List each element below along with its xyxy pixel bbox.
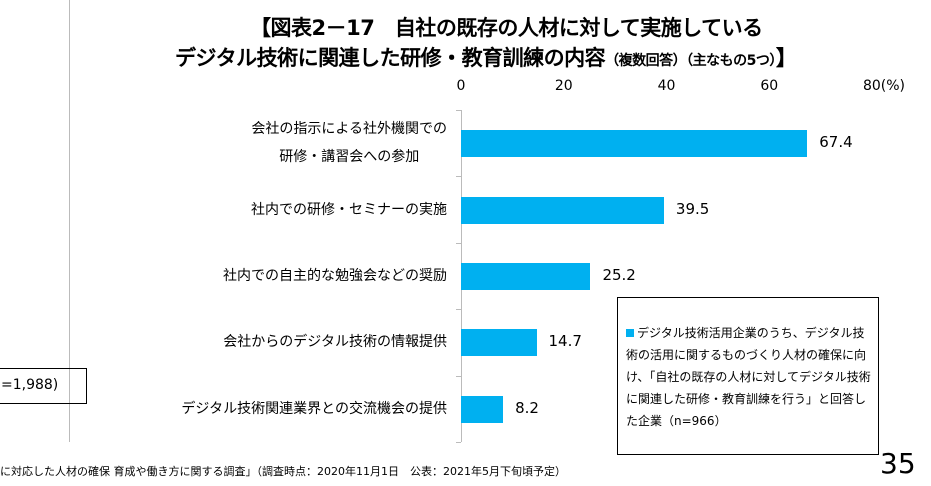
bar xyxy=(461,329,537,357)
legend-text: デジタル技術活用企業のうち、デジタル技術の活用に関するものづくり人材の確保に向け… xyxy=(626,326,871,428)
tick-label: 60 xyxy=(760,78,779,94)
axis-tick-mark xyxy=(456,442,461,443)
tick-label: 0 xyxy=(456,78,466,94)
bar xyxy=(461,196,664,224)
page-number: 35 xyxy=(880,447,916,480)
tick-label: 20 xyxy=(554,78,573,94)
source-footnote: に対応した人材の確保 育成や働き方に関する調査」（調査時点：2020年11月1日… xyxy=(0,465,566,478)
title-note: （複数回答）（主なもの5つ） xyxy=(605,53,776,69)
tick-label: 40 xyxy=(657,78,676,94)
sample-size-box: =1,988) xyxy=(0,368,87,404)
data-label: 39.5 xyxy=(675,199,710,218)
axis-tick-mark xyxy=(456,375,461,377)
data-label: 8.2 xyxy=(515,398,539,417)
data-label: 25.2 xyxy=(602,266,636,284)
bar xyxy=(461,130,808,158)
data-label: 67.4 xyxy=(819,133,853,152)
category-label: 社内での自主的な勉強会などの奨励 xyxy=(223,268,447,284)
category-label: 社内での研修・セミナーの実施 xyxy=(251,201,447,218)
data-label: 14.7 xyxy=(548,332,582,351)
left-divider xyxy=(69,0,70,442)
tick-label: 80(%) xyxy=(862,78,906,94)
bar xyxy=(461,395,504,423)
chart-title-line1: 【図表2－17 自社の既存の人材に対して実施している xyxy=(250,16,763,40)
category-label: 会社の指示による社外機関での 研修・講習会への参加 xyxy=(251,121,447,166)
chart-title-line2: デジタル技術に関連した研修・教育訓練の内容（複数回答）（主なもの5つ）】 xyxy=(175,42,797,72)
legend-box: デジタル技術活用企業のうち、デジタル技術の活用に関するものづくり人材の確保に向け… xyxy=(617,297,879,455)
axis-tick-mark xyxy=(456,309,461,311)
axis-tick-mark xyxy=(456,176,461,178)
legend-swatch xyxy=(626,329,634,337)
category-label: 会社からのデジタル技術の情報提供 xyxy=(223,334,447,351)
title-main: デジタル技術に関連した研修・教育訓練の内容 xyxy=(175,46,606,70)
bar xyxy=(461,263,591,290)
category-label: デジタル技術関連業界との交流機会の提供 xyxy=(181,400,447,417)
title-close: 】 xyxy=(775,46,797,70)
axis-tick-mark xyxy=(456,110,461,111)
axis-tick-mark xyxy=(456,242,461,244)
